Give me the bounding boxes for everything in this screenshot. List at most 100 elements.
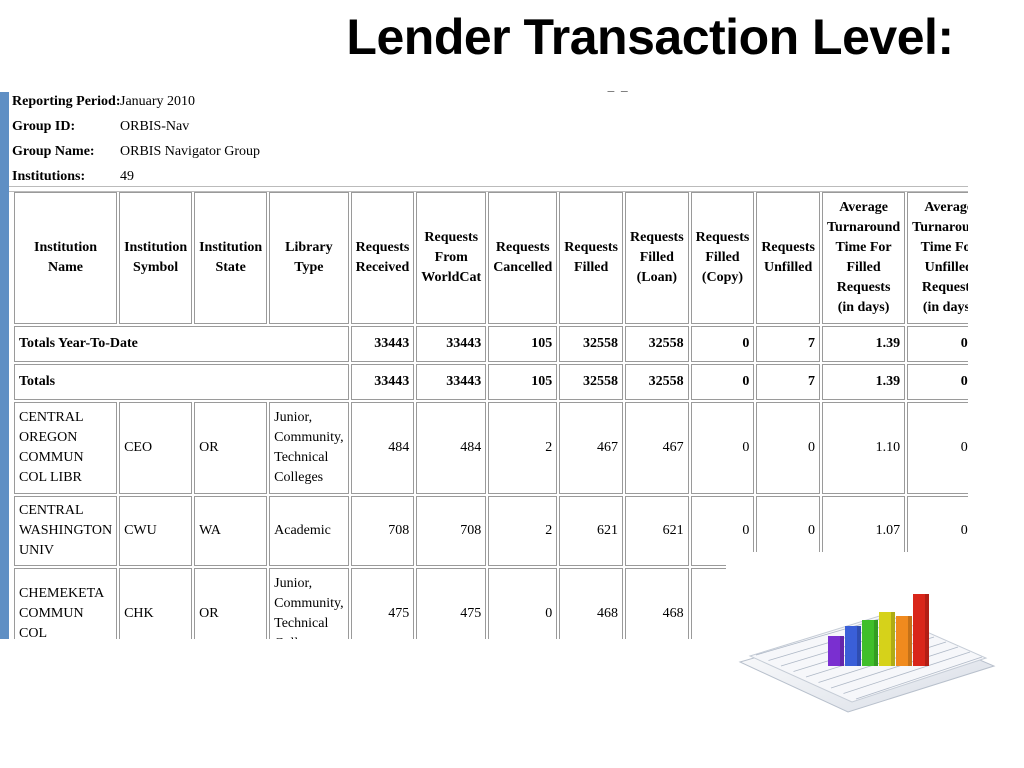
table-cell: CENTRAL WASHINGTON UNIV bbox=[14, 496, 118, 566]
table-cell: Junior, Community, Technical Colleges bbox=[269, 402, 349, 494]
column-header: Average Turnaround Time For Unfilled Req… bbox=[907, 192, 968, 324]
table-cell: 621 bbox=[559, 496, 623, 566]
column-header: Requests Filled (Loan) bbox=[624, 192, 689, 324]
table-cell: 621 bbox=[624, 496, 689, 566]
table-cell: 2 bbox=[488, 402, 558, 494]
table-cell: 0.00 bbox=[907, 402, 968, 494]
table-cell: 0 bbox=[756, 402, 820, 494]
table-row: CENTRAL WASHINGTON UNIV CWU WA Academic … bbox=[14, 496, 968, 566]
report-screenshot: Reporting Period:January 2010 Group ID: O… bbox=[9, 92, 968, 639]
table-cell: OR bbox=[194, 402, 268, 494]
column-header: Requests From WorldCat bbox=[416, 192, 487, 324]
meta-group-id: Group ID: ORBIS-Nav bbox=[12, 117, 260, 142]
decor-bar-shade bbox=[840, 636, 844, 666]
table-cell: WA bbox=[194, 496, 268, 566]
table-cell: CWU bbox=[119, 496, 193, 566]
bar-group bbox=[828, 594, 929, 666]
table-cell: 32558 bbox=[624, 326, 689, 362]
table-header-row: Institution Name Institution Symbol Inst… bbox=[14, 192, 968, 324]
decor-bar bbox=[913, 594, 929, 666]
meta-value: 49 bbox=[120, 169, 134, 184]
column-header: Requests Cancelled bbox=[488, 192, 558, 324]
decor-bar bbox=[879, 612, 895, 666]
table-cell: 0.71 bbox=[907, 326, 968, 362]
table-cell: 33443 bbox=[350, 326, 415, 362]
decor-bar bbox=[896, 616, 912, 666]
table-row: CHEMEKETA COMMUN COL CHK OR Junior, Comm… bbox=[14, 568, 968, 639]
accent-bar bbox=[0, 92, 9, 639]
column-header: Requests Unfilled bbox=[756, 192, 820, 324]
table-cell: 708 bbox=[350, 496, 415, 566]
table-cell: 467 bbox=[624, 402, 689, 494]
table-cell: OR bbox=[194, 568, 268, 639]
decor-bar bbox=[862, 620, 878, 666]
table-cell: CHK bbox=[119, 568, 193, 639]
table-cell: Academic bbox=[269, 496, 349, 566]
meta-label: Reporting Period: bbox=[12, 94, 121, 109]
table-cell: 0 bbox=[690, 326, 755, 362]
bar-chart-on-spreadsheet-icon bbox=[738, 594, 996, 713]
decor-bar bbox=[845, 626, 861, 666]
column-header: Institution State bbox=[194, 192, 268, 324]
column-header: Requests Received bbox=[350, 192, 415, 324]
decor-bar-shade bbox=[857, 626, 861, 666]
detail-report-table: Institution Name Institution Symbol Inst… bbox=[12, 190, 968, 639]
meta-value: ORBIS Navigator Group bbox=[120, 144, 260, 159]
table-cell: 1.39 bbox=[821, 364, 906, 400]
table-cell: 105 bbox=[488, 364, 558, 400]
table-cell: 708 bbox=[416, 496, 487, 566]
decor-bar-shade bbox=[908, 616, 912, 666]
table-cell: 7 bbox=[756, 326, 820, 362]
table-cell: 33443 bbox=[350, 364, 415, 400]
column-header: Library Type bbox=[269, 192, 349, 324]
totals-label: Totals Year-To-Date bbox=[14, 326, 349, 362]
table-cell: 0 bbox=[690, 496, 755, 566]
table-cell: 32558 bbox=[559, 326, 623, 362]
table-cell: 475 bbox=[416, 568, 487, 639]
totals-row: Totals 33443 33443 105 32558 32558 0 7 1… bbox=[14, 364, 968, 400]
table-cell: CENTRAL OREGON COMMUN COL LIBR bbox=[14, 402, 118, 494]
table-cell: 484 bbox=[416, 402, 487, 494]
table-cell: 32558 bbox=[559, 364, 623, 400]
meta-value: January 2010 bbox=[120, 94, 196, 109]
table-cell: CEO bbox=[119, 402, 193, 494]
decor-bar-shade bbox=[925, 594, 929, 666]
table-cell: 468 bbox=[624, 568, 689, 639]
table-cell: 33443 bbox=[416, 364, 487, 400]
table-cell: 475 bbox=[350, 568, 415, 639]
table-cell: 0 bbox=[488, 568, 558, 639]
totals-year-to-date-row: Totals Year-To-Date 33443 33443 105 3255… bbox=[14, 326, 968, 362]
meta-group-name: Group Name: ORBIS Navigator Group bbox=[12, 142, 260, 167]
table-cell: CHEMEKETA COMMUN COL bbox=[14, 568, 118, 639]
table-cell: 7 bbox=[756, 364, 820, 400]
column-header: Institution Symbol bbox=[119, 192, 193, 324]
table-cell: Junior, Community, Technical Colleges bbox=[269, 568, 349, 639]
table-cell: 0 bbox=[690, 402, 755, 494]
column-header: Institution Name bbox=[14, 192, 118, 324]
table-cell: 105 bbox=[488, 326, 558, 362]
meta-label: Group ID: bbox=[12, 119, 76, 134]
slide-title-line-1: Lender Transaction Level: bbox=[346, 9, 954, 65]
report-meta: Reporting Period:January 2010 Group ID: O… bbox=[12, 92, 260, 192]
table-cell: 1.10 bbox=[821, 402, 906, 494]
table-cell: 1.39 bbox=[821, 326, 906, 362]
table-cell: 32558 bbox=[624, 364, 689, 400]
table-cell: 0 bbox=[690, 364, 755, 400]
column-header: Requests Filled (Copy) bbox=[690, 192, 755, 324]
column-header: Average Turnaround Time For Filled Reque… bbox=[821, 192, 906, 324]
table-cell: 0.71 bbox=[907, 364, 968, 400]
table-row: CENTRAL OREGON COMMUN COL LIBR CEO OR Ju… bbox=[14, 402, 968, 494]
decor-bar-shade bbox=[891, 612, 895, 666]
totals-label: Totals bbox=[14, 364, 349, 400]
meta-value: ORBIS-Nav bbox=[120, 119, 190, 134]
table-cell: 33443 bbox=[416, 326, 487, 362]
meta-institutions: Institutions: 49 bbox=[12, 167, 260, 192]
meta-label: Institutions: bbox=[12, 169, 86, 184]
table-top-rule bbox=[9, 186, 968, 192]
table-cell: 484 bbox=[350, 402, 415, 494]
meta-reporting-period: Reporting Period:January 2010 bbox=[12, 92, 260, 117]
meta-label: Group Name: bbox=[12, 144, 95, 159]
table-cell: 468 bbox=[559, 568, 623, 639]
decor-bar-shade bbox=[874, 620, 878, 666]
decor-bar bbox=[828, 636, 844, 666]
